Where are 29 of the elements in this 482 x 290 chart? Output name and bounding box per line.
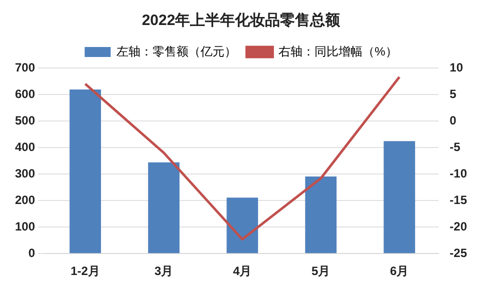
legend-label: 左轴：零售额（亿元）	[116, 44, 237, 58]
x-tick-label: 3月	[154, 264, 174, 278]
y-tick-label: 600	[14, 86, 36, 101]
x-tick-label: 4月	[232, 264, 252, 278]
bar	[148, 162, 180, 254]
y2-tick-label: 5	[450, 86, 457, 101]
bar	[226, 198, 258, 254]
x-tick-label: 1-2月	[70, 264, 100, 278]
y2-tick-label: -20	[450, 219, 468, 234]
y2-tick-label: 10	[450, 60, 464, 74]
x-tick-label: 6月	[390, 264, 409, 278]
y-tick-label: 0	[28, 246, 36, 260]
y2-tick-label: -25	[450, 246, 468, 260]
y-tick-label: 200	[14, 192, 36, 207]
y-tick-label: 700	[14, 60, 36, 74]
y-tick-label: 300	[14, 166, 36, 180]
y2-tick-label: 0	[450, 113, 457, 128]
bar	[70, 89, 101, 254]
y-tick-label: 100	[14, 219, 36, 234]
y2-tick-label: -10	[450, 166, 468, 180]
legend-label: 右轴：同比增幅（%）	[278, 44, 398, 58]
x-tick-label: 5月	[312, 264, 330, 278]
y2-tick-label: -5	[450, 140, 461, 154]
y-tick-label: 500	[14, 113, 36, 128]
bar	[305, 176, 337, 254]
y-tick-label: 400	[14, 140, 36, 154]
chart-title: 2022年上半年化妆品零售总额	[142, 11, 342, 30]
y2-tick-label: -15	[450, 192, 468, 207]
bar	[384, 141, 416, 254]
